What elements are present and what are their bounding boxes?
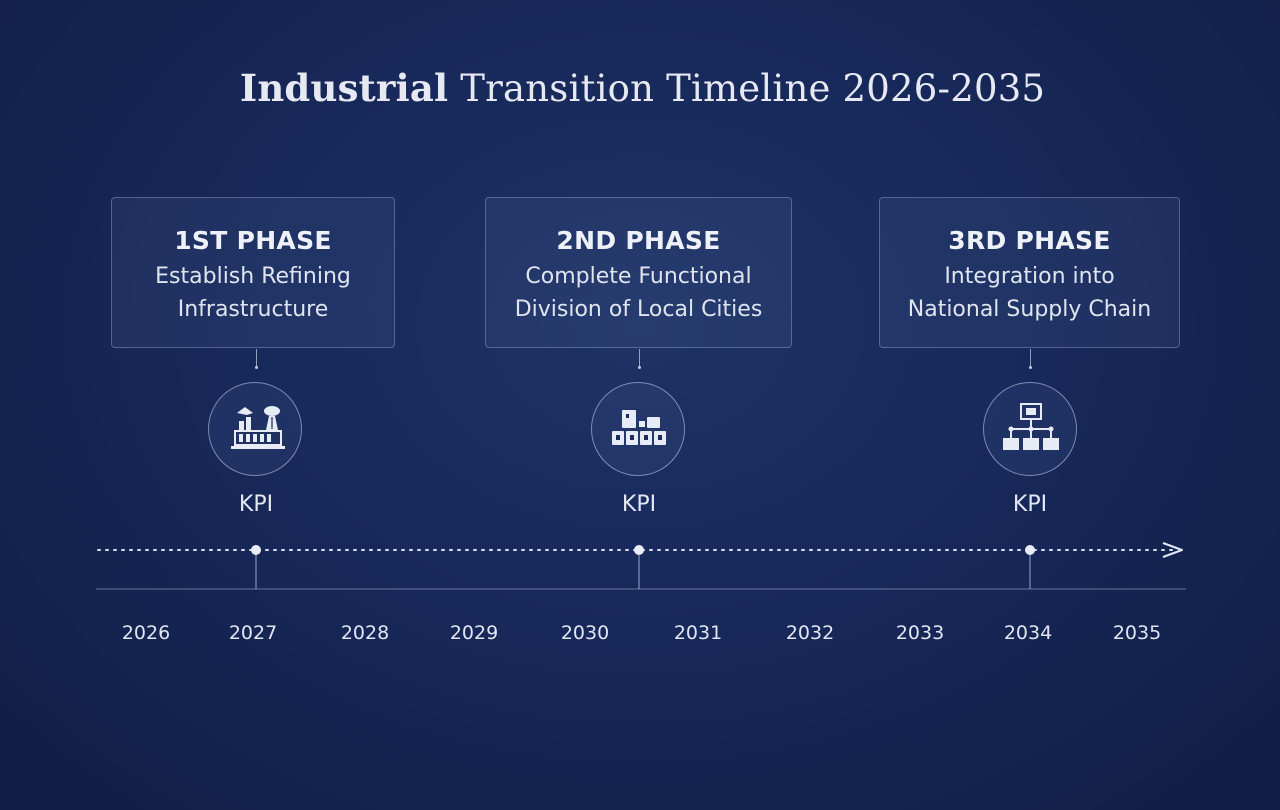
milestone-dot-2 xyxy=(634,545,644,555)
phase-description-line-1: Integration into xyxy=(944,264,1115,289)
year-label-2034: 2034 xyxy=(1003,622,1053,644)
card-connector-dot-1 xyxy=(255,366,258,369)
kpi-label-3: KPI xyxy=(1012,492,1048,517)
card-connector-3 xyxy=(1030,349,1031,367)
phase-card-3: 3RD PHASE Integration into National Supp… xyxy=(879,197,1180,348)
year-label-2029: 2029 xyxy=(449,622,499,644)
phase-title: 3RD PHASE xyxy=(948,226,1111,255)
phase-title: 2ND PHASE xyxy=(556,226,721,255)
city-blocks-icon xyxy=(591,382,685,476)
milestone-dot-1 xyxy=(251,545,261,555)
page-title: Industrial Transition Timeline 2026-2035 xyxy=(0,66,1280,110)
phase-card-1: 1ST PHASE Establish Refining Infrastruct… xyxy=(111,197,395,348)
year-label-2035: 2035 xyxy=(1112,622,1162,644)
milestone-markers xyxy=(255,550,1031,589)
kpi-label-2: KPI xyxy=(621,492,657,517)
year-label-2030: 2030 xyxy=(560,622,610,644)
phase-description-line-1: Establish Refining xyxy=(155,264,351,289)
year-label-2033: 2033 xyxy=(895,622,945,644)
page-title-rest: Transition Timeline 2026-2035 xyxy=(448,67,1046,110)
kpi-label-1: KPI xyxy=(238,492,274,517)
year-label-2032: 2032 xyxy=(785,622,835,644)
phase-description-line-2: Infrastructure xyxy=(177,297,329,322)
milestone-dot-3 xyxy=(1025,545,1035,555)
phase-description-line-2: Division of Local Cities xyxy=(514,297,763,322)
phase-title: 1ST PHASE xyxy=(174,226,332,255)
year-label-2026: 2026 xyxy=(121,622,171,644)
card-connector-dot-3 xyxy=(1029,366,1032,369)
card-connector-dot-2 xyxy=(638,366,641,369)
card-connector-1 xyxy=(256,349,257,367)
year-label-2031: 2031 xyxy=(673,622,723,644)
phase-description-line-2: National Supply Chain xyxy=(907,297,1152,322)
year-label-2028: 2028 xyxy=(340,622,390,644)
phase-description-line-1: Complete Functional xyxy=(525,264,752,289)
refinery-icon xyxy=(208,382,302,476)
phase-card-2: 2ND PHASE Complete Functional Division o… xyxy=(485,197,792,348)
year-label-2027: 2027 xyxy=(228,622,278,644)
timeline-arrow-head xyxy=(1162,542,1183,558)
page-title-strong: Industrial xyxy=(239,66,449,110)
supply-chain-icon xyxy=(983,382,1077,476)
card-connector-2 xyxy=(639,349,640,367)
